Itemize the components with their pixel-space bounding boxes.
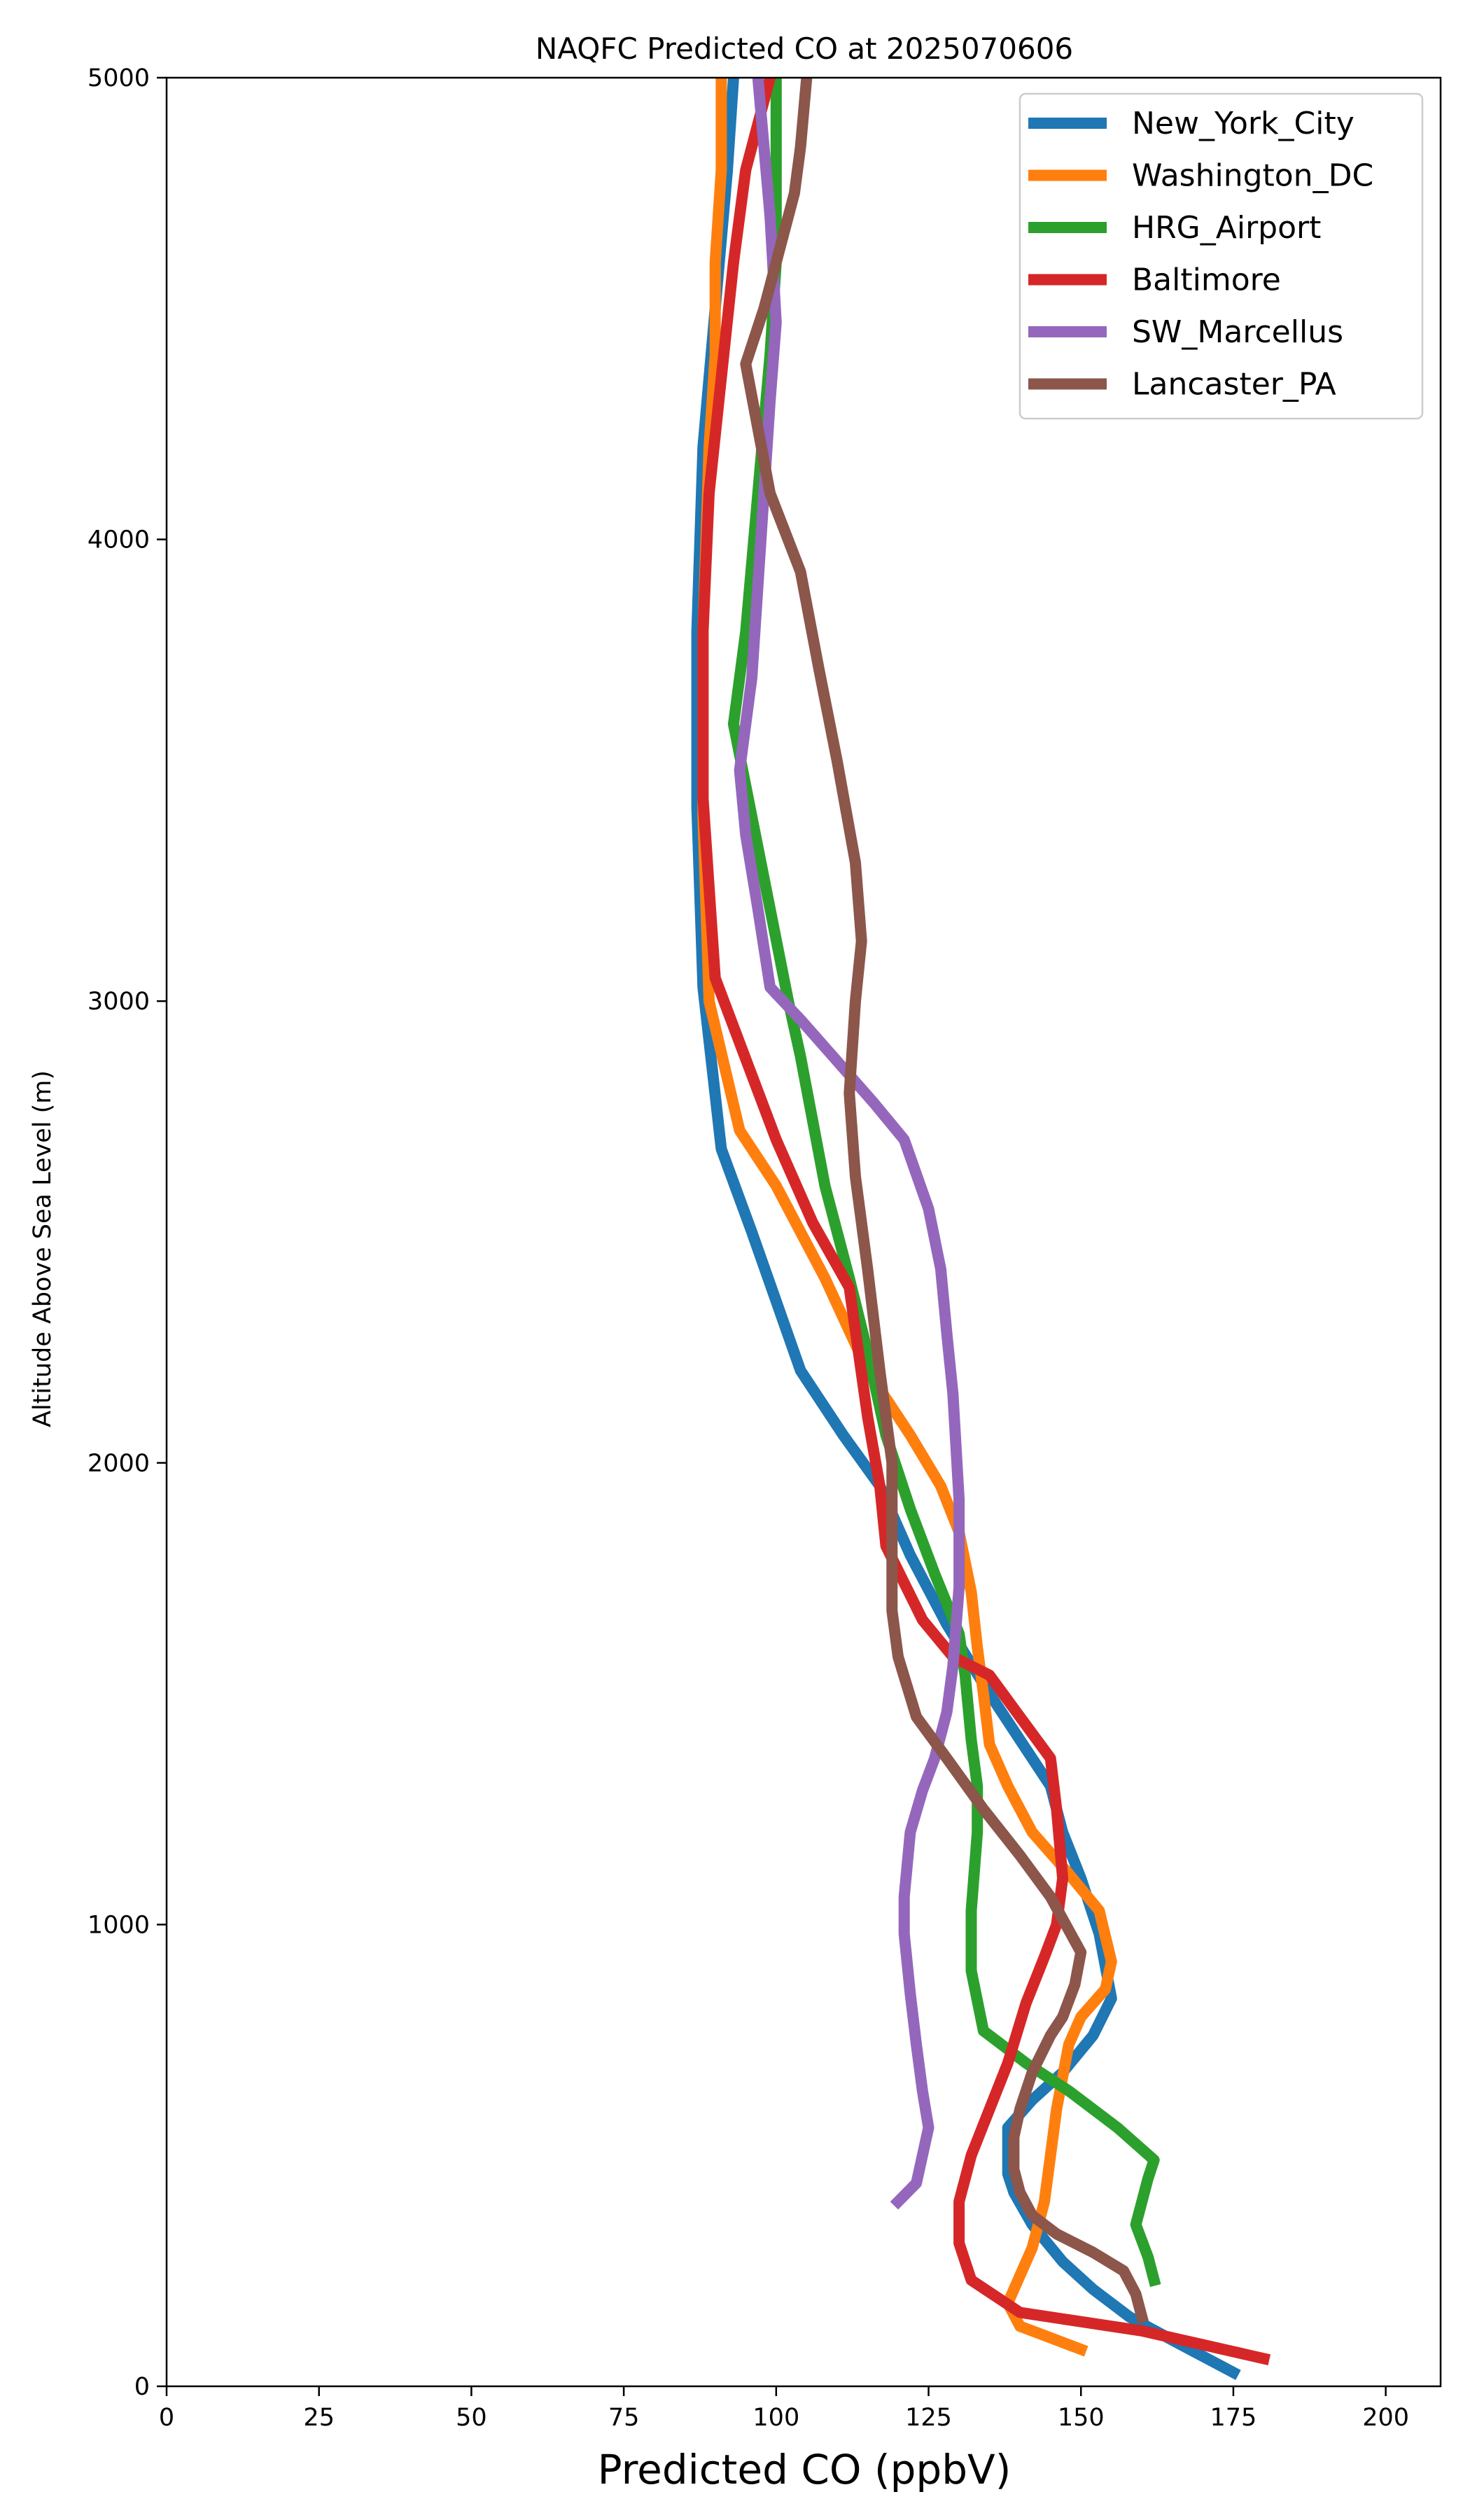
y-tick-label: 5000 <box>88 64 150 92</box>
x-tick-label: 75 <box>608 2404 640 2432</box>
series-layer <box>691 78 1271 2381</box>
legend: New_York_City Washington_DC HRG_Airport Bal… <box>1018 92 1424 420</box>
y-axis-label: Altitude Above Sea Level (m) <box>29 1070 57 1427</box>
y-tick-label: 4000 <box>88 526 150 554</box>
x-tick-label: 25 <box>303 2404 335 2432</box>
x-tick-label: 100 <box>752 2404 799 2432</box>
x-tick-label: 0 <box>159 2404 174 2432</box>
plot-frame <box>165 76 1442 2388</box>
chart-title: NAQFC Predicted CO at 2025070606 <box>536 31 1073 66</box>
y-tick-label: 3000 <box>88 988 150 1016</box>
legend-label: Washington_DC <box>1132 158 1373 194</box>
y-tick-label: 1000 <box>88 1911 150 1939</box>
series-line-new-york-city <box>691 78 1241 2381</box>
x-tick-label: 200 <box>1362 2404 1409 2432</box>
legend-label: Lancaster_PA <box>1132 367 1336 402</box>
series-line-baltimore <box>697 78 1271 2365</box>
series-line-hrg-airport <box>727 78 1161 2288</box>
series-line-sw-marcellus <box>734 78 965 2210</box>
legend-box <box>1018 92 1424 420</box>
x-tick-label: 50 <box>456 2404 487 2432</box>
legend-label: HRG_Airport <box>1132 210 1321 246</box>
legend-label: SW_Marcellus <box>1132 314 1343 350</box>
y-tick-label: 0 <box>134 2373 150 2401</box>
y-tick-label: 2000 <box>88 1450 150 1478</box>
axes-layer: 0 25 50 75 100 125 150 175 200010002000300040005… <box>88 64 1442 2432</box>
x-tick-label: 175 <box>1210 2404 1257 2432</box>
x-axis-label: Predicted CO (ppbV) <box>598 2446 1011 2493</box>
x-tick-label: 150 <box>1058 2404 1105 2432</box>
series-line-lancaster-pa <box>740 78 1149 2324</box>
legend-label: Baltimore <box>1132 262 1281 298</box>
legend-label: New_York_City <box>1132 106 1354 141</box>
x-tick-label: 125 <box>905 2404 952 2432</box>
